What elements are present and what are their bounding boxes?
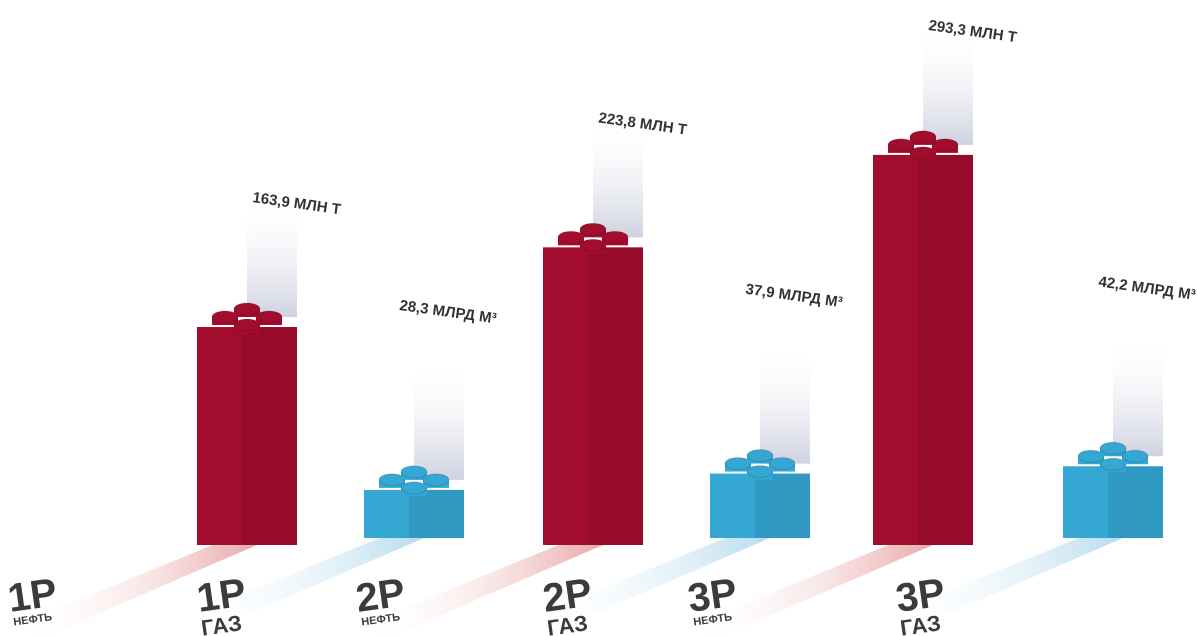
stud xyxy=(601,230,629,244)
category-label: 3Р xyxy=(685,571,740,621)
stud xyxy=(768,457,796,471)
bar-shade xyxy=(1108,466,1163,538)
series-label: ГАЗ xyxy=(546,610,590,636)
bar xyxy=(1063,466,1163,538)
category-label: 2Р xyxy=(540,571,595,621)
stud xyxy=(909,130,937,144)
series-label: НЕФТЬ xyxy=(13,611,53,628)
category-label: 1Р xyxy=(194,571,249,621)
bar xyxy=(364,489,464,538)
bar xyxy=(543,247,643,545)
light-beam xyxy=(1113,336,1163,457)
brick xyxy=(1063,441,1163,538)
bar-shade xyxy=(242,327,297,545)
stud xyxy=(1099,441,1127,455)
value-label: 42,2 МЛРД М³ xyxy=(1097,273,1196,303)
floor-shadow xyxy=(693,535,933,636)
series-label: ГАЗ xyxy=(200,610,244,636)
brick xyxy=(197,302,297,545)
bar-shade xyxy=(409,489,464,538)
floor-shadow xyxy=(17,535,257,636)
stud xyxy=(400,465,428,479)
light-beam xyxy=(923,24,973,145)
light-beam xyxy=(414,359,464,480)
value-label: 37,9 МЛРД М³ xyxy=(744,281,843,311)
floor-shadow xyxy=(530,528,770,633)
bar xyxy=(197,327,297,545)
bar-shade xyxy=(918,154,973,545)
stud xyxy=(422,473,450,487)
stud xyxy=(233,302,261,316)
bar xyxy=(710,473,810,538)
series-label: НЕФТЬ xyxy=(361,611,401,628)
brick xyxy=(364,465,464,538)
stud xyxy=(746,449,774,463)
category-label: 1Р xyxy=(5,571,60,621)
stud xyxy=(1121,449,1149,463)
light-beam xyxy=(593,117,643,238)
brick xyxy=(543,222,643,545)
stud xyxy=(579,222,607,236)
brick xyxy=(710,449,810,538)
stud xyxy=(255,310,283,324)
category-label: 2Р xyxy=(353,571,408,621)
value-label: 28,3 МЛРД М³ xyxy=(398,297,497,327)
stud xyxy=(931,138,959,152)
light-beam xyxy=(247,197,297,318)
bar-shade xyxy=(755,473,810,538)
bar-shade xyxy=(588,247,643,545)
floor-shadow xyxy=(184,528,424,633)
floor-shadow xyxy=(363,535,603,636)
bar xyxy=(873,154,973,545)
brick xyxy=(873,130,973,545)
light-beam xyxy=(760,343,810,464)
category-label: 3Р xyxy=(893,571,948,621)
floor-shadow xyxy=(883,528,1123,633)
series-label: ГАЗ xyxy=(899,610,943,636)
series-label: НЕФТЬ xyxy=(693,611,733,628)
